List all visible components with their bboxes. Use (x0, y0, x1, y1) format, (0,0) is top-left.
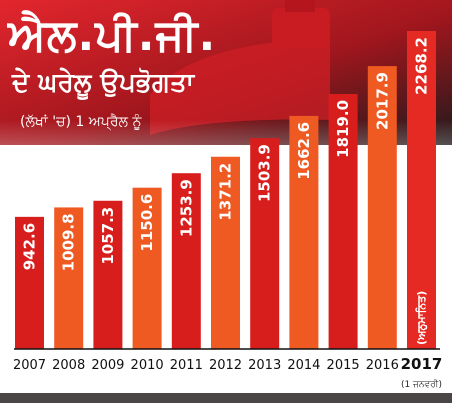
value-label-2017: 2268.2 (413, 37, 431, 95)
bar-2013 (250, 138, 280, 349)
bar-2010 (132, 187, 162, 349)
value-label-2014: 1662.6 (295, 122, 313, 180)
x-tick-2010: 2010 (131, 358, 164, 373)
bar-2009 (93, 200, 123, 349)
value-label-2008: 1009.8 (60, 213, 78, 271)
cylinder-valve (285, 0, 315, 12)
bar-2008 (54, 207, 84, 349)
bar-2007 (15, 216, 44, 349)
bottom-band (0, 393, 452, 403)
x-tick-2007: 2007 (13, 358, 46, 373)
bar-2012 (211, 156, 240, 349)
value-label-2010: 1150.6 (138, 194, 156, 252)
bar-2014 (289, 115, 319, 349)
value-label-2016: 2017.9 (373, 72, 391, 130)
x-tick-2009: 2009 (91, 358, 124, 373)
value-label-2015: 1819.0 (334, 100, 352, 158)
x-tick-2016: 2016 (366, 358, 399, 373)
date-footnote: (1 ਜਨਵਰੀ) (400, 380, 442, 390)
x-tick-2017: 2017 (401, 355, 443, 373)
bar-2016 (367, 66, 397, 349)
value-label-2012: 1371.2 (217, 163, 235, 221)
value-label-2011: 1253.9 (177, 179, 195, 237)
bar-2011 (171, 173, 201, 349)
bar-2017 (407, 31, 436, 349)
x-tick-2015: 2015 (327, 358, 360, 373)
value-label-2009: 1057.3 (99, 207, 117, 265)
x-tick-labels: 2007 2008 2009 2010 2011 2012 2013 2014 2015 2016… (13, 355, 442, 373)
x-tick-2008: 2008 (52, 358, 85, 373)
x-tick-2011: 2011 (170, 358, 203, 373)
x-tick-2013: 2013 (248, 358, 281, 373)
x-tick-2014: 2014 (287, 358, 320, 373)
bar-2015 (328, 93, 358, 350)
value-label-2007: 942.6 (21, 223, 39, 270)
value-label-2013: 1503.9 (256, 144, 274, 202)
bars-layer: 942.6 1009.8 1057.3 1150.6 1253.9 1371.2 1503.… (15, 31, 436, 350)
x-tick-2012: 2012 (209, 358, 242, 373)
unit-note: (ਲੱਖਾਂ 'ਚ) 1 ਅਪ੍ਰੈਲ ਨੂੰ (20, 114, 142, 130)
chart-subtitle: ਦੇ ਘਰੇਲੂ ਉਪਭੋਗਤਾ (12, 68, 195, 98)
cylinder-shoulder (150, 39, 330, 136)
chart-title: ਐਲ.ਪੀ.ਜੀ. (8, 10, 217, 61)
last-bar-annotation: (ਅਨੁਮਾਨਿਤ) (414, 291, 428, 345)
cylinder-neck (272, 8, 330, 48)
